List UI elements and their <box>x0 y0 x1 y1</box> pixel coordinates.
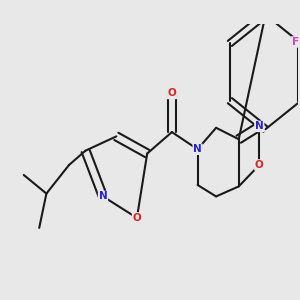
Text: N: N <box>255 122 264 131</box>
Text: O: O <box>167 88 176 98</box>
Text: O: O <box>255 160 264 170</box>
Text: N: N <box>99 191 107 201</box>
Text: F: F <box>292 37 299 47</box>
Text: N: N <box>193 144 202 154</box>
Text: O: O <box>133 213 141 223</box>
